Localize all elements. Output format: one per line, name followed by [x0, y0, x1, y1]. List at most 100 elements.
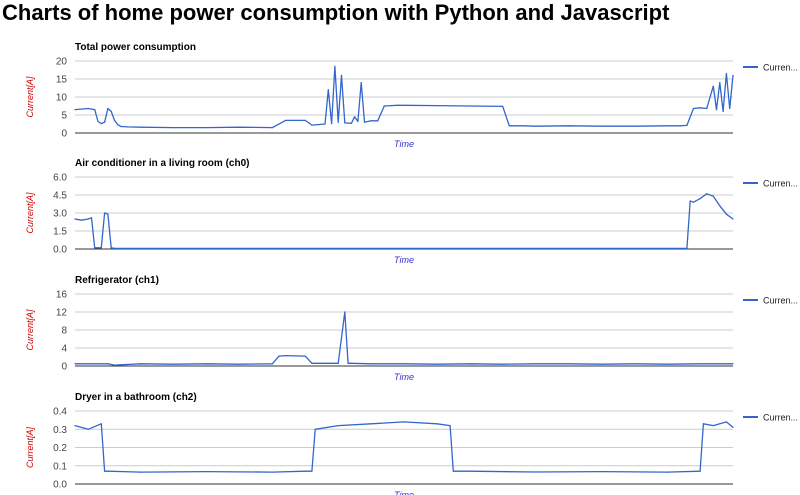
data-point — [600, 125, 603, 127]
data-point — [238, 363, 241, 365]
data-point — [567, 363, 570, 365]
y-tick-label: 6.0 — [53, 173, 67, 184]
data-point — [271, 363, 273, 365]
data-point — [334, 65, 336, 67]
data-point — [90, 217, 93, 219]
y-tick-label: 0.3 — [53, 425, 67, 436]
data-point — [403, 247, 405, 249]
data-point — [304, 119, 306, 121]
data-point — [100, 423, 102, 425]
data-point — [104, 212, 106, 214]
data-point — [140, 126, 142, 128]
data-point — [732, 363, 734, 365]
data-point — [729, 107, 731, 110]
data-point — [360, 82, 362, 84]
chart-title: Air conditioner in a living room (ch0) — [75, 158, 249, 169]
data-point — [719, 82, 721, 84]
data-point — [344, 122, 346, 124]
data-point — [110, 247, 112, 249]
data-point — [666, 247, 668, 249]
x-axis-label: Time — [394, 139, 414, 149]
data-point — [722, 110, 724, 112]
y-tick-label: 4.5 — [53, 191, 67, 202]
y-tick-label: 20 — [56, 57, 68, 68]
data-point — [732, 218, 734, 220]
y-axis-label: Current[A] — [25, 426, 35, 468]
series-line — [75, 311, 733, 366]
data-point — [173, 363, 175, 365]
data-point — [100, 247, 102, 249]
y-tick-label: 15 — [56, 75, 68, 86]
y-tick-label: 8 — [61, 326, 67, 337]
data-point — [87, 107, 89, 110]
data-point — [699, 363, 701, 365]
data-point — [87, 218, 89, 220]
data-point — [732, 426, 734, 429]
data-point — [206, 470, 208, 473]
y-tick-label: 16 — [56, 290, 68, 301]
data-point — [173, 127, 175, 129]
data-point — [666, 125, 668, 127]
y-tick-label: 0.2 — [53, 443, 67, 454]
data-point — [107, 213, 109, 215]
data-point — [469, 363, 471, 365]
data-point — [107, 107, 109, 110]
data-point — [337, 425, 339, 427]
data-point — [508, 125, 510, 127]
series-line — [74, 65, 734, 129]
data-point — [535, 247, 537, 249]
data-point — [350, 362, 352, 364]
y-tick-label: 0.1 — [53, 461, 67, 472]
data-point — [337, 362, 339, 364]
data-point — [331, 123, 333, 125]
legend-label[interactable]: Curren... — [763, 179, 798, 189]
data-point — [344, 311, 346, 313]
x-axis-label: Time — [394, 490, 414, 495]
data-point — [452, 470, 454, 472]
data-point — [314, 428, 316, 430]
chart-title: Total power consumption — [75, 42, 196, 53]
data-point — [370, 120, 372, 122]
data-point — [140, 247, 142, 249]
data-point — [113, 119, 116, 121]
data-point — [403, 363, 405, 365]
y-tick-label: 0 — [61, 129, 67, 140]
legend-label[interactable]: Curren... — [763, 296, 798, 306]
data-point — [107, 470, 109, 472]
data-point — [206, 127, 208, 129]
y-tick-label: 4 — [61, 344, 67, 355]
data-point — [699, 198, 701, 200]
data-point — [469, 470, 471, 472]
data-point — [725, 421, 728, 423]
data-point — [383, 105, 385, 107]
y-tick-label: 3.0 — [53, 209, 67, 220]
data-point — [347, 362, 349, 364]
data-point — [600, 470, 603, 473]
data-point — [104, 470, 106, 472]
legend-label[interactable]: Curren... — [763, 413, 798, 423]
legend-label[interactable]: Curren... — [763, 63, 798, 73]
data-point — [337, 121, 339, 123]
data-point — [284, 119, 287, 121]
data-point — [725, 73, 728, 75]
data-point — [521, 125, 524, 127]
x-axis-label: Time — [394, 372, 414, 382]
y-tick-label: 10 — [56, 93, 68, 104]
data-point — [74, 218, 76, 220]
data-point — [74, 363, 76, 365]
data-point — [278, 355, 280, 357]
data-point — [110, 110, 112, 112]
data-point — [390, 105, 392, 107]
data-point — [699, 470, 701, 472]
data-point — [304, 355, 306, 357]
data-point — [706, 107, 708, 110]
data-point — [633, 363, 635, 365]
data-point — [377, 120, 379, 122]
data-point — [436, 423, 438, 425]
data-point — [311, 470, 313, 472]
data-point — [679, 125, 681, 127]
data-point — [238, 126, 241, 128]
data-point — [100, 123, 102, 125]
data-point — [715, 109, 718, 111]
chart-title: Dryer in a bathroom (ch2) — [75, 392, 197, 403]
